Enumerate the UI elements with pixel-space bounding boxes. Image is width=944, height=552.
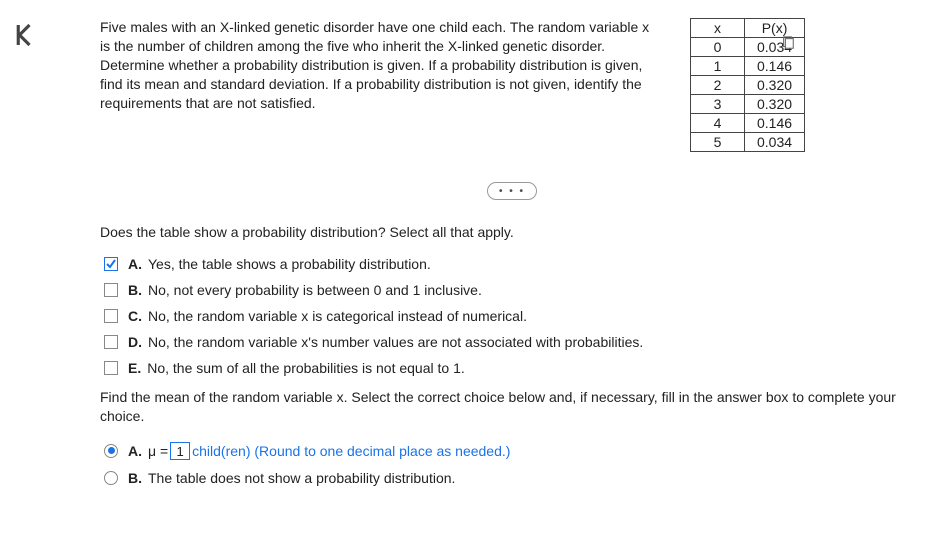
copy-table-button[interactable] — [781, 36, 795, 50]
checkbox-icon — [104, 361, 118, 375]
radio-option-b[interactable]: B. The table does not show a probability… — [104, 470, 924, 486]
option-text: Yes, the table shows a probability distr… — [148, 256, 431, 272]
option-b[interactable]: B. No, not every probability is between … — [104, 282, 924, 298]
table-row: 50.034 — [691, 133, 805, 152]
option-c[interactable]: C. No, the random variable x is categori… — [104, 308, 924, 324]
table-row: 40.146 — [691, 114, 805, 133]
table-row: 30.320 — [691, 95, 805, 114]
option-text: No, the sum of all the probabilities is … — [147, 360, 465, 376]
option-a[interactable]: A. Yes, the table shows a probability di… — [104, 256, 924, 272]
option-d[interactable]: D. No, the random variable x's number va… — [104, 334, 924, 350]
option-e[interactable]: E. No, the sum of all the probabilities … — [104, 360, 924, 376]
question1-prompt: Does the table show a probability distri… — [100, 224, 924, 240]
table-header-x: x — [691, 19, 745, 38]
collapse-panel-button[interactable] — [12, 20, 42, 50]
mean-input[interactable]: 1 — [170, 442, 190, 460]
table-header-px: P(x) — [745, 19, 805, 38]
checkbox-icon — [104, 335, 118, 349]
option-text: No, not every probability is between 0 a… — [148, 282, 482, 298]
option-text: No, the random variable x is categorical… — [148, 308, 527, 324]
option-text: No, the random variable x's number value… — [148, 334, 643, 350]
question-text: Five males with an X-linked genetic diso… — [100, 18, 660, 112]
option-text: child(ren) (Round to one decimal place a… — [192, 443, 510, 459]
checkbox-icon — [104, 257, 118, 271]
table-row: 10.146 — [691, 57, 805, 76]
question2-prompt: Find the mean of the random variable x. … — [100, 388, 924, 426]
mu-equals: μ = — [148, 443, 168, 459]
option-text: The table does not show a probability di… — [148, 470, 455, 486]
table-row: 20.320 — [691, 76, 805, 95]
radio-option-a[interactable]: A. μ = 1 child(ren) (Round to one decima… — [104, 442, 924, 460]
radio-icon — [104, 444, 118, 458]
radio-icon — [104, 471, 118, 485]
checkbox-icon — [104, 309, 118, 323]
checkbox-icon — [104, 283, 118, 297]
expand-ellipsis-button[interactable]: • • • — [487, 182, 537, 200]
collapse-icon — [12, 20, 42, 50]
